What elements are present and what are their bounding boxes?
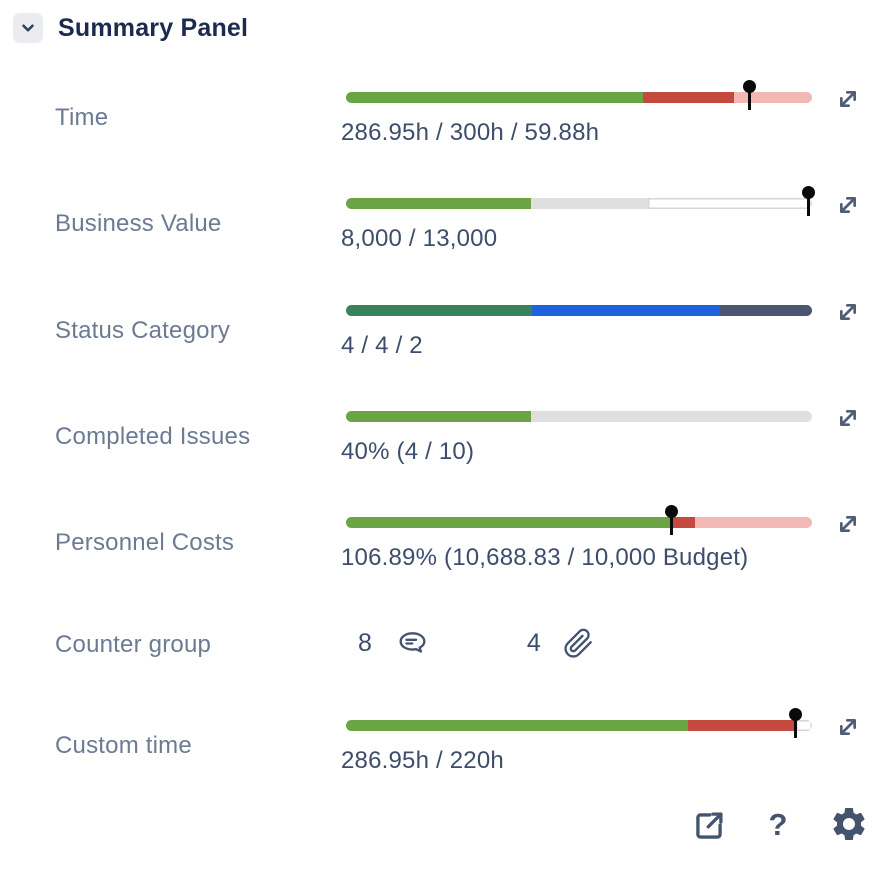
progress-bar-completed-issues [346, 411, 812, 422]
bar-segment [346, 92, 643, 103]
bar-segment [531, 411, 812, 422]
metric-row-personnel-costs: Personnel Costs 106.89% (10,688.83 / 10,… [0, 505, 896, 623]
metric-row-counter-group: Counter group 8 4 [0, 623, 896, 720]
progress-bar-custom-time [346, 708, 812, 738]
progress-bar-time [346, 80, 812, 110]
collapse-panel-button[interactable] [13, 13, 43, 43]
help-button[interactable]: ? [763, 804, 793, 846]
bar-segment [648, 198, 812, 209]
expand-diagonal-icon [832, 402, 864, 434]
bar-segment [795, 720, 812, 731]
metric-row-business-value: Business Value 8,000 / 13,000 [0, 186, 896, 304]
bar-segment [695, 517, 812, 528]
open-in-new-icon [690, 807, 728, 845]
metric-label: Status Category [55, 317, 231, 344]
bar-segment [346, 411, 532, 422]
expand-diagonal-icon [832, 508, 864, 540]
bar-segment [688, 720, 796, 731]
gear-icon [829, 804, 869, 844]
metric-value: 106.89% (10,688.83 / 10,000 Budget) [341, 544, 749, 571]
bar-segment [346, 305, 533, 316]
export-button[interactable] [690, 807, 728, 845]
metric-row-time: Time 286.95h / 300h / 59.88h [0, 80, 896, 198]
bar-segment [733, 92, 812, 103]
panel-header: Summary Panel [13, 13, 248, 43]
metric-label: Completed Issues [55, 423, 251, 450]
expand-diagonal-icon [832, 83, 864, 115]
comment-count: 8 [358, 629, 372, 657]
expand-diagonal-icon [832, 296, 864, 328]
progress-bar-status-category [346, 305, 812, 316]
metric-value: 4 / 4 / 2 [341, 332, 423, 359]
expand-row-button[interactable] [832, 508, 864, 540]
metric-value: 40% (4 / 10) [341, 438, 475, 465]
progress-bar-business-value [346, 186, 816, 216]
metric-value: 8,000 / 13,000 [341, 225, 498, 252]
panel-footer: ? [0, 798, 896, 858]
chevron-down-icon [19, 19, 37, 37]
expand-row-button[interactable] [832, 402, 864, 434]
metric-label: Personnel Costs [55, 529, 235, 556]
bar-segment [720, 305, 812, 316]
metric-label: Business Value [55, 210, 222, 237]
bar-segment [532, 305, 721, 316]
expand-diagonal-icon [832, 189, 864, 221]
bar-segment [346, 720, 689, 731]
paperclip-icon [563, 628, 594, 659]
panel-title: Summary Panel [58, 13, 249, 42]
progress-bar-personnel-costs [346, 505, 812, 535]
metric-row-completed-issues: Completed Issues 40% (4 / 10) [0, 410, 896, 517]
expand-row-button[interactable] [832, 296, 864, 328]
bar-segment [346, 198, 532, 209]
expand-row-button[interactable] [832, 83, 864, 115]
metric-label: Custom time [55, 732, 192, 759]
expand-row-button[interactable] [832, 711, 864, 743]
expand-row-button[interactable] [832, 189, 864, 221]
bar-segment [642, 92, 734, 103]
comment-icon [396, 627, 429, 660]
question-mark-icon: ? [768, 807, 788, 842]
counter-group: 8 4 [346, 627, 594, 660]
attachment-count: 4 [526, 629, 541, 657]
bar-segment [671, 517, 696, 528]
bar-segment [346, 517, 672, 528]
metric-value: 286.95h / 220h [341, 747, 504, 774]
metric-row-status-category: Status Category 4 / 4 / 2 [0, 304, 896, 411]
metric-label: Counter group [55, 631, 212, 658]
metric-label: Time [55, 104, 109, 131]
settings-button[interactable] [829, 803, 869, 845]
bar-segment [531, 198, 649, 209]
expand-diagonal-icon [832, 711, 864, 743]
metric-value: 286.95h / 300h / 59.88h [341, 119, 600, 146]
